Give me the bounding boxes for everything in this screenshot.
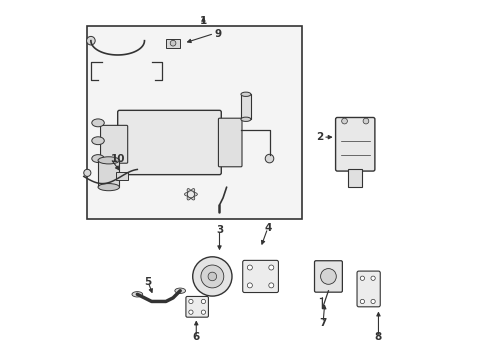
Text: 1: 1: [200, 16, 206, 26]
Circle shape: [268, 265, 273, 270]
Ellipse shape: [187, 189, 191, 194]
Circle shape: [170, 40, 176, 46]
Ellipse shape: [190, 189, 194, 194]
Circle shape: [187, 191, 194, 198]
FancyBboxPatch shape: [185, 296, 208, 317]
Bar: [87, 26, 301, 219]
Ellipse shape: [190, 194, 194, 200]
Circle shape: [188, 299, 193, 303]
Circle shape: [207, 272, 216, 281]
Bar: [116, 172, 128, 180]
Circle shape: [363, 118, 368, 124]
Ellipse shape: [92, 155, 104, 162]
Ellipse shape: [98, 157, 119, 164]
Ellipse shape: [184, 193, 190, 196]
FancyBboxPatch shape: [218, 118, 242, 167]
Text: 5: 5: [144, 277, 151, 287]
Circle shape: [201, 299, 205, 303]
Circle shape: [264, 154, 273, 163]
FancyBboxPatch shape: [101, 125, 127, 163]
Circle shape: [247, 265, 252, 270]
Circle shape: [268, 283, 273, 288]
Circle shape: [370, 276, 374, 280]
Text: 7: 7: [319, 318, 326, 328]
Text: 10: 10: [110, 154, 125, 163]
Circle shape: [370, 299, 374, 303]
Circle shape: [360, 299, 364, 303]
Ellipse shape: [241, 117, 250, 121]
Circle shape: [320, 269, 336, 284]
Text: 6: 6: [192, 332, 200, 342]
Ellipse shape: [132, 292, 142, 297]
Ellipse shape: [92, 119, 104, 127]
Bar: [347, 169, 362, 187]
FancyBboxPatch shape: [356, 271, 380, 307]
Bar: [165, 39, 180, 48]
Text: 3: 3: [215, 225, 223, 235]
Bar: [241, 94, 250, 119]
Circle shape: [188, 310, 193, 314]
Ellipse shape: [241, 92, 250, 96]
Ellipse shape: [190, 193, 197, 196]
Text: 9: 9: [214, 28, 221, 39]
FancyBboxPatch shape: [335, 117, 374, 171]
Circle shape: [360, 276, 364, 280]
Text: 2: 2: [315, 132, 323, 142]
Circle shape: [83, 169, 91, 176]
Ellipse shape: [187, 194, 191, 200]
Bar: [98, 160, 119, 187]
Ellipse shape: [175, 288, 185, 293]
Circle shape: [341, 118, 346, 124]
Circle shape: [86, 36, 95, 45]
Ellipse shape: [92, 137, 104, 145]
FancyBboxPatch shape: [118, 111, 221, 175]
FancyBboxPatch shape: [314, 261, 342, 292]
FancyBboxPatch shape: [242, 260, 278, 293]
Text: 4: 4: [264, 223, 271, 233]
Ellipse shape: [98, 184, 119, 191]
Circle shape: [201, 310, 205, 314]
Circle shape: [247, 283, 252, 288]
Text: 8: 8: [374, 332, 381, 342]
Circle shape: [201, 265, 224, 288]
Circle shape: [192, 257, 231, 296]
